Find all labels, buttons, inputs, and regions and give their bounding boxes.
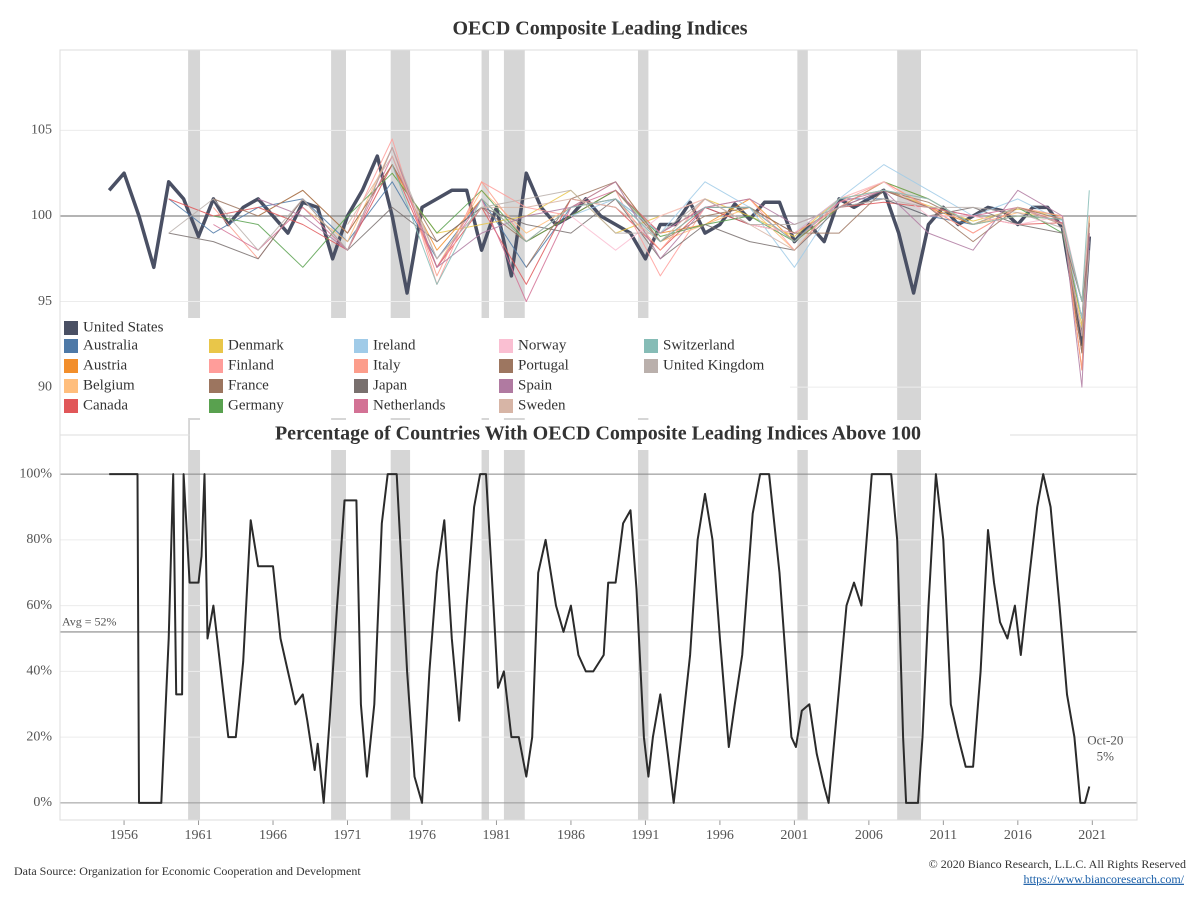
legend-swatch (354, 379, 368, 393)
x-tick-label: 1986 (557, 828, 585, 843)
y-tick-label: 105 (31, 123, 52, 138)
series-line (570, 181, 1090, 302)
annotation-value: 5% (1097, 748, 1115, 763)
text-layer: 90 95 100 105 United States Australia Austria B… (19, 123, 1123, 844)
legend-label: Norway (518, 337, 567, 353)
source: Data Source: Organization for Economic C… (14, 864, 361, 878)
y-tick-label: 100% (19, 466, 52, 481)
legend-label: Switzerland (663, 337, 735, 353)
annotation-label: Oct-20 (1087, 732, 1123, 747)
y-tick-label: 95 (38, 294, 52, 309)
recession-band (331, 435, 347, 820)
legend-label: Italy (373, 357, 401, 373)
series-line (525, 181, 1090, 354)
recession-band (897, 50, 922, 435)
legend-label: France (228, 377, 269, 393)
legend-swatch (499, 399, 513, 413)
title-background (190, 420, 1010, 450)
legend-swatch (209, 379, 223, 393)
x-tick-label: 1991 (631, 828, 659, 843)
legend-label: United Kingdom (663, 357, 765, 373)
y-tick-label: 90 (38, 379, 52, 394)
legend-swatch (209, 339, 223, 353)
legend-swatch (209, 399, 223, 413)
chart-title: Percentage of Countries With OECD Compos… (275, 423, 921, 445)
y-tick-label: 100 (31, 208, 52, 223)
legend-label: Austria (83, 357, 128, 373)
y-tick-label: 40% (26, 664, 52, 679)
x-tick-label: 2006 (855, 828, 883, 843)
recession-band (390, 435, 411, 820)
legend-label: Canada (83, 397, 128, 413)
bottom-frame (59, 434, 1138, 821)
legend-swatch (644, 339, 658, 353)
legend-swatch (354, 339, 368, 353)
y-tick-label: 20% (26, 729, 52, 744)
series-line (168, 147, 1090, 337)
y-tick-label: 80% (26, 532, 52, 547)
x-tick-label: 1971 (333, 828, 361, 843)
legend-swatch (64, 339, 78, 353)
legend-label: Ireland (373, 337, 416, 353)
x-tick-label: 1981 (482, 828, 510, 843)
average-label: Avg = 52% (62, 615, 117, 629)
x-tick-label: 2001 (780, 828, 808, 843)
legend-swatch (64, 359, 78, 373)
legend-swatch (209, 359, 223, 373)
bottom-lines (109, 473, 1091, 804)
chart-title: OECD Composite Leading Indices (452, 18, 747, 40)
legend-label: United States (83, 319, 164, 335)
x-tick-label: 1966 (259, 828, 287, 843)
legend-swatch (64, 379, 78, 393)
legend-background (60, 318, 790, 418)
legend-label: Portugal (518, 357, 569, 373)
x-tick-label: 1961 (185, 828, 213, 843)
series-line (109, 473, 1091, 804)
recession-band (188, 50, 201, 435)
x-tick-label: 1976 (408, 828, 436, 843)
x-tick-label: 1996 (706, 828, 734, 843)
legend-label: Belgium (83, 377, 135, 393)
legend-swatch (499, 339, 513, 353)
recession-band (797, 435, 808, 820)
url[interactable]: https://www.biancoresearch.com/ (1023, 872, 1184, 886)
x-tick-label: 1956 (110, 828, 138, 843)
legend-swatch (64, 321, 78, 335)
y-tick-label: 60% (26, 598, 52, 613)
legend-swatch (499, 359, 513, 373)
legend-label: Japan (373, 377, 408, 393)
series-line (107, 154, 1092, 347)
y-tick-label: 0% (33, 795, 52, 810)
x-tick-label: 2011 (930, 828, 957, 843)
grid-layer (60, 129, 1137, 825)
legend-label: Spain (518, 377, 553, 393)
legend-label: Finland (228, 357, 274, 373)
legend-label: Australia (83, 337, 138, 353)
legend-label: Germany (228, 397, 284, 413)
legend-label: Denmark (228, 337, 284, 353)
recession-band (188, 435, 201, 820)
legend-swatch (644, 359, 658, 373)
recession-band (481, 435, 490, 820)
legend-swatch (354, 399, 368, 413)
recession-band (503, 435, 525, 820)
legend-swatch (64, 399, 78, 413)
legend-label: Netherlands (373, 397, 446, 413)
series-line (570, 164, 1090, 320)
copyright: © 2020 Bianco Research, L.L.C. All Right… (929, 857, 1186, 871)
recession-band (637, 435, 649, 820)
top-lines (107, 138, 1092, 388)
x-tick-label: 2021 (1078, 828, 1106, 843)
legend-swatch (354, 359, 368, 373)
legend-swatch (499, 379, 513, 393)
series-line (391, 172, 1090, 328)
x-tick-label: 2016 (1004, 828, 1032, 843)
legend-label: Sweden (518, 397, 566, 413)
